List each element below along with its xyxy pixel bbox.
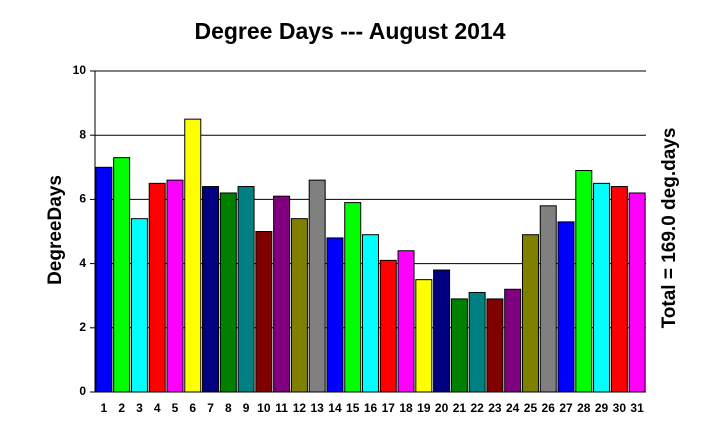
bar: [504, 288, 522, 393]
x-tick-label: 27: [559, 401, 573, 415]
bar: [95, 166, 113, 393]
x-tick-label: 7: [207, 401, 214, 415]
x-tick-label: 30: [613, 401, 627, 415]
x-tick-label: 4: [154, 401, 161, 415]
bar: [308, 179, 326, 393]
bar: [415, 279, 433, 393]
bar: [130, 218, 148, 393]
bar: [237, 186, 255, 393]
chart-title: Degree Days --- August 2014: [194, 18, 505, 44]
bar: [362, 234, 379, 393]
y-tick-label: 10: [73, 63, 87, 77]
y-tick-label: 0: [79, 384, 86, 398]
x-tick-label: 15: [346, 401, 360, 415]
bar: [397, 250, 415, 393]
x-tick-label: 13: [310, 401, 324, 415]
y-tick-label: 2: [79, 320, 86, 334]
x-tick-label: 9: [243, 401, 250, 415]
bar: [290, 218, 308, 393]
x-tick-label: 8: [225, 401, 232, 415]
y-tick-label: 8: [79, 127, 86, 141]
x-tick-label: 17: [382, 401, 396, 415]
bar: [148, 182, 166, 393]
bar: [113, 157, 131, 393]
bar: [326, 237, 344, 393]
bar: [610, 186, 628, 393]
bar: [255, 231, 273, 393]
x-tick-label: 31: [630, 401, 644, 415]
bar: [468, 291, 486, 393]
x-tick-label: 2: [118, 401, 125, 415]
bar: [184, 118, 202, 393]
bar: [379, 259, 397, 393]
bar: [344, 202, 362, 393]
x-tick-label: 20: [435, 401, 449, 415]
x-tick-label: 19: [417, 401, 431, 415]
total-annotation: Total = 169.0 deg.days: [659, 128, 680, 329]
x-tick-label: 3: [136, 401, 143, 415]
x-tick-label: 26: [542, 401, 556, 415]
bar: [202, 186, 220, 393]
x-tick-label: 14: [328, 401, 342, 415]
bar: [575, 170, 593, 393]
x-tick-label: 16: [364, 401, 378, 415]
x-tick-label: 18: [399, 401, 413, 415]
bar: [539, 205, 557, 393]
bar: [450, 298, 468, 393]
x-tick-label: 11: [275, 401, 288, 415]
x-tick-label: 23: [488, 401, 502, 415]
bar: [433, 269, 451, 393]
bar: [557, 221, 575, 393]
y-tick-label: 4: [79, 256, 86, 270]
bar: [166, 179, 184, 393]
x-tick-label: 22: [470, 401, 484, 415]
x-tick-label: 29: [595, 401, 609, 415]
x-tick-label: 12: [293, 401, 307, 415]
x-tick-label: 5: [172, 401, 179, 415]
x-tick-label: 10: [257, 401, 271, 415]
x-tick-label: 28: [577, 401, 591, 415]
bar: [521, 234, 539, 393]
bar: [593, 182, 611, 393]
bar: [486, 298, 504, 393]
x-tick-label: 25: [524, 401, 538, 415]
x-tick-label: 24: [506, 401, 520, 415]
y-tick-label: 6: [79, 192, 86, 206]
x-tick-label: 1: [101, 401, 108, 415]
bar: [219, 192, 237, 393]
bar: [273, 195, 291, 393]
y-axis-label: DegreeDays: [45, 175, 66, 285]
bar: [628, 192, 646, 393]
x-tick-label: 6: [189, 401, 196, 415]
x-tick-label: 21: [453, 401, 467, 415]
